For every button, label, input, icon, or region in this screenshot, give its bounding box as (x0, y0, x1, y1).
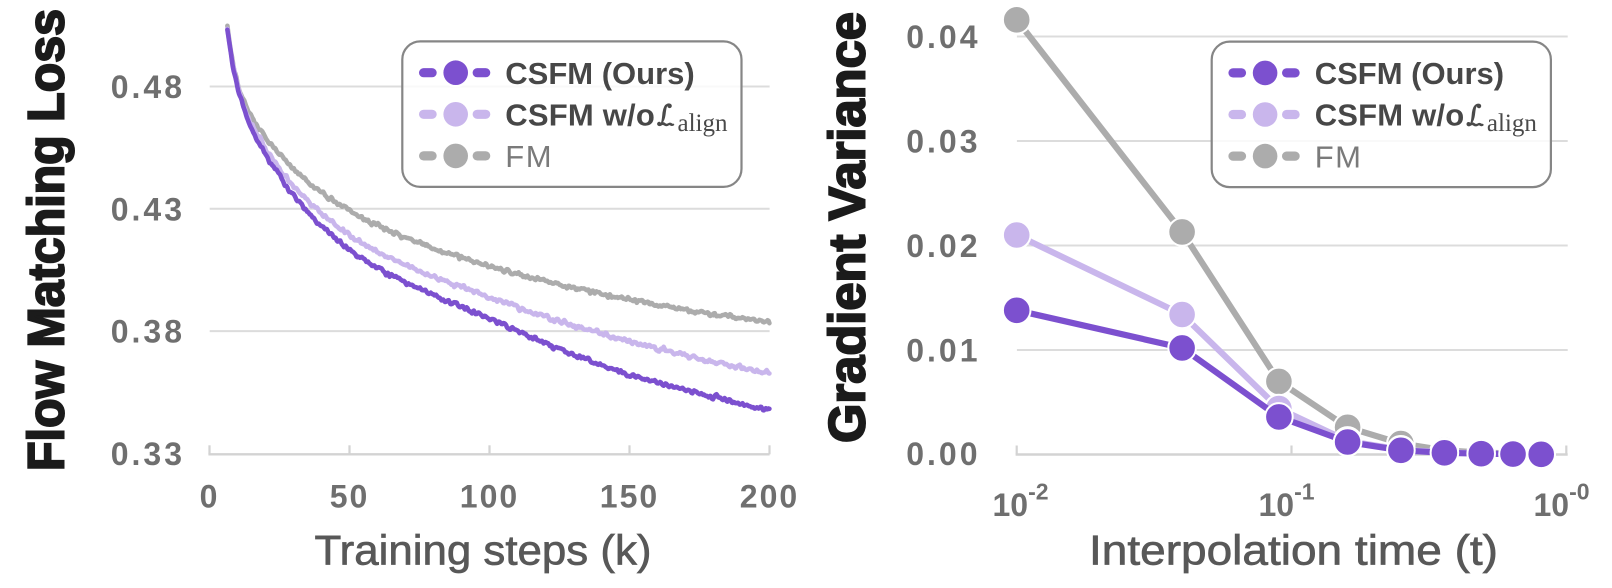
svg-text:CSFM w/o: CSFM w/o (1315, 98, 1465, 133)
svg-text:Training steps (k): Training steps (k) (315, 527, 652, 574)
svg-text:0.48: 0.48 (111, 69, 185, 105)
svg-text:CSFM (Ours): CSFM (Ours) (505, 56, 694, 91)
svg-text:CSFM w/o: CSFM w/o (505, 97, 655, 132)
svg-text:align: align (678, 110, 728, 137)
svg-text:CSFM (Ours): CSFM (Ours) (1315, 56, 1504, 91)
svg-text:0: 0 (200, 479, 220, 515)
svg-text:0.02: 0.02 (906, 228, 980, 264)
svg-text:0.33: 0.33 (111, 436, 185, 472)
svg-text:150: 150 (600, 479, 659, 515)
svg-text:FM: FM (505, 139, 553, 174)
svg-text:0.04: 0.04 (906, 19, 980, 55)
svg-text:Flow Matching Loss: Flow Matching Loss (17, 9, 74, 471)
svg-text:FM: FM (1315, 139, 1363, 174)
svg-text:0.43: 0.43 (111, 191, 185, 227)
svg-text:0.01: 0.01 (906, 333, 980, 369)
svg-text:Interpolation time (t): Interpolation time (t) (1089, 527, 1498, 574)
svg-text:Gradient Variance: Gradient Variance (818, 12, 875, 443)
svg-text:200: 200 (740, 479, 799, 515)
svg-text:0.00: 0.00 (906, 436, 980, 472)
svg-text:align: align (1487, 110, 1537, 137)
svg-text:50: 50 (330, 479, 370, 515)
svg-text:0.38: 0.38 (111, 314, 185, 350)
svg-text:0.03: 0.03 (906, 124, 980, 160)
svg-text:100: 100 (460, 479, 519, 515)
